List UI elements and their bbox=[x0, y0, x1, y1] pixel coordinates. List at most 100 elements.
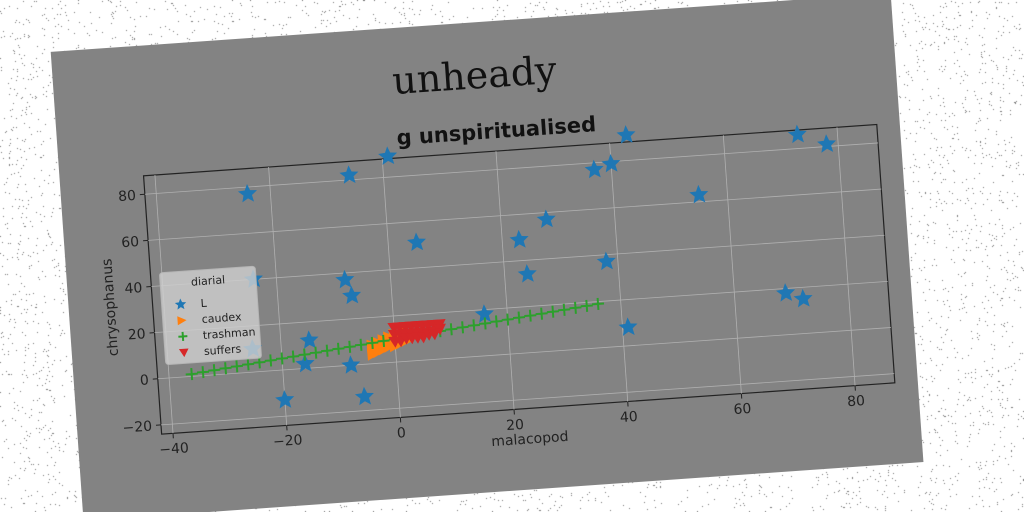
point-trashman bbox=[242, 358, 255, 371]
series-L bbox=[237, 124, 836, 409]
point-trashman bbox=[287, 350, 300, 363]
x-gridline bbox=[495, 151, 515, 410]
point-L bbox=[817, 134, 836, 153]
legend-label-L: L bbox=[200, 297, 208, 310]
point-L bbox=[341, 355, 361, 374]
legend-item-trashman: trashman bbox=[178, 325, 256, 342]
point-trashman bbox=[377, 334, 390, 348]
figure-panel bbox=[50, 0, 924, 512]
y-gridline bbox=[160, 373, 895, 426]
point-trashman bbox=[490, 315, 503, 328]
y-tick-label: 60 bbox=[121, 234, 140, 251]
legend-marker-trashman bbox=[178, 331, 188, 341]
x-tick-label: 80 bbox=[847, 393, 866, 410]
y-gridline bbox=[154, 280, 888, 334]
data-marks bbox=[185, 124, 836, 409]
point-L bbox=[339, 165, 359, 184]
legend-label-trashman: trashman bbox=[202, 325, 256, 342]
point-trashman bbox=[309, 346, 322, 359]
point-trashman bbox=[354, 338, 368, 351]
y-tick-label: 0 bbox=[139, 372, 149, 389]
point-L bbox=[618, 317, 638, 336]
legend-marker-L bbox=[174, 298, 187, 310]
point-trashman bbox=[208, 364, 221, 377]
point-trashman bbox=[445, 323, 458, 336]
point-trashman bbox=[219, 362, 232, 375]
point-trashman bbox=[298, 348, 311, 361]
x-tick-label: −20 bbox=[272, 432, 303, 450]
point-trashman bbox=[196, 366, 210, 379]
legend-item-caudex: caudex bbox=[177, 310, 242, 326]
legend-label-caudex: caudex bbox=[201, 310, 242, 326]
x-tick-label: −40 bbox=[159, 440, 190, 458]
legend-box bbox=[159, 265, 262, 365]
x-gridline bbox=[722, 135, 742, 394]
point-trashman bbox=[185, 368, 198, 381]
point-L bbox=[295, 353, 315, 373]
x-gridline bbox=[381, 159, 401, 418]
point-L bbox=[596, 251, 616, 271]
point-suffers bbox=[427, 328, 441, 341]
y-gridline bbox=[157, 327, 891, 380]
point-trashman bbox=[558, 303, 571, 316]
point-L bbox=[299, 330, 319, 349]
x-tick-label: 60 bbox=[733, 401, 752, 418]
axis-ticks: −40 −20 0 20 40 60 80 −20 0 20 40 60 80 bbox=[118, 188, 866, 458]
point-trashman bbox=[230, 360, 243, 373]
legend-item-suffers: suffers bbox=[178, 342, 242, 358]
point-L bbox=[406, 232, 426, 251]
point-trashman bbox=[512, 311, 526, 324]
y-tick-label: −20 bbox=[122, 419, 153, 437]
point-L bbox=[787, 124, 807, 144]
point-L bbox=[342, 285, 362, 305]
point-trashman bbox=[467, 319, 480, 332]
point-trashman bbox=[569, 301, 582, 314]
x-gridline bbox=[836, 127, 856, 386]
point-L bbox=[237, 183, 257, 203]
point-trashman bbox=[535, 307, 548, 320]
point-trashman bbox=[501, 313, 514, 326]
point-trashman bbox=[479, 317, 492, 330]
point-trashman bbox=[321, 344, 334, 357]
point-L bbox=[335, 269, 355, 289]
y-gridline bbox=[151, 234, 885, 287]
point-trashman bbox=[332, 342, 345, 355]
y-tick-label: 80 bbox=[118, 188, 137, 205]
point-L bbox=[776, 283, 796, 302]
legend-item-L: L bbox=[174, 297, 208, 310]
point-trashman bbox=[546, 305, 559, 318]
point-L bbox=[536, 209, 556, 228]
point-L bbox=[275, 390, 295, 409]
point-L bbox=[509, 229, 529, 249]
point-trashman bbox=[456, 321, 469, 334]
y-axis-label: chrysophanus bbox=[99, 258, 122, 357]
y-gridline bbox=[144, 142, 879, 195]
point-trashman bbox=[343, 340, 356, 353]
x-tick-label: 40 bbox=[619, 409, 638, 426]
legend-title: diarial bbox=[191, 273, 226, 288]
point-L bbox=[474, 304, 494, 323]
point-trashman bbox=[264, 354, 277, 367]
point-trashman bbox=[275, 352, 289, 365]
x-gridline bbox=[609, 143, 629, 402]
point-L bbox=[517, 264, 537, 283]
y-gridline bbox=[148, 188, 882, 241]
legend-marker-caudex bbox=[177, 316, 187, 326]
x-gridline bbox=[268, 166, 288, 426]
point-L bbox=[354, 386, 374, 406]
point-trashman bbox=[366, 336, 379, 349]
x-tick-label: 20 bbox=[506, 417, 525, 434]
x-axis-label: malacopod bbox=[491, 429, 569, 450]
point-trashman bbox=[524, 309, 537, 322]
point-trashman bbox=[591, 297, 605, 310]
point-L bbox=[793, 288, 813, 308]
point-L bbox=[689, 184, 709, 204]
point-trashman bbox=[580, 299, 593, 312]
x-tick-label: 0 bbox=[396, 425, 406, 442]
series-suffers bbox=[387, 319, 446, 348]
y-tick-label: 20 bbox=[127, 326, 146, 343]
point-L bbox=[616, 125, 636, 144]
